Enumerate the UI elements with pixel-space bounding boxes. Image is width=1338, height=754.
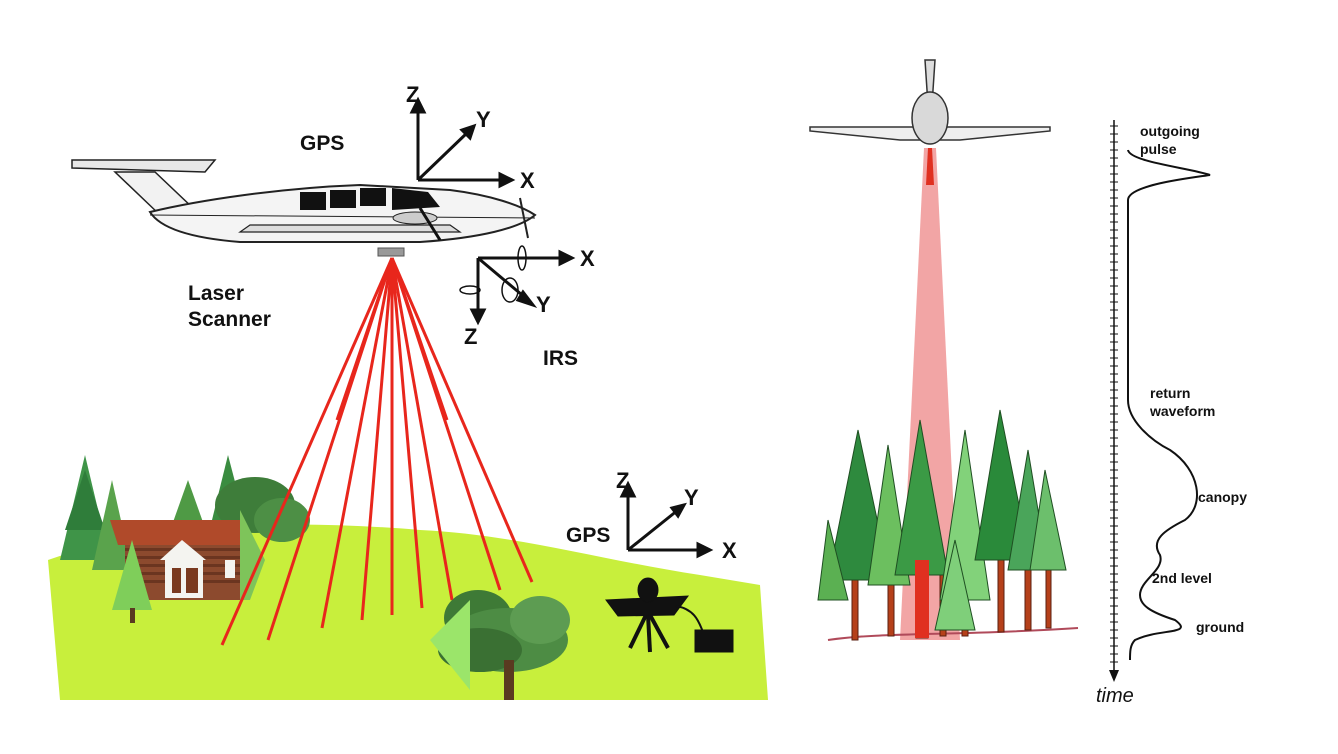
gps-aircraft-label: GPS bbox=[300, 132, 344, 155]
ground-axis-z: Z bbox=[616, 468, 629, 493]
aircraft-axis-x: X bbox=[520, 168, 535, 193]
ground-axes bbox=[619, 480, 714, 559]
outgoing-label-line1: outgoing bbox=[1140, 123, 1200, 139]
time-axis bbox=[1109, 120, 1119, 682]
ground-label: ground bbox=[1196, 619, 1244, 635]
irs-axis-y: Y bbox=[536, 292, 551, 317]
second-level-label: 2nd level bbox=[1152, 570, 1212, 586]
foreground-tree bbox=[430, 590, 570, 700]
return-label-line2: waveform bbox=[1149, 403, 1215, 419]
laser-scanner-label-line1: Laser bbox=[188, 282, 244, 305]
laser-scanner-label-line2: Scanner bbox=[188, 308, 271, 331]
irs-axes bbox=[459, 245, 576, 326]
outgoing-label-line2: pulse bbox=[1140, 141, 1177, 157]
survey-aircraft bbox=[71, 159, 537, 257]
front-tree bbox=[112, 540, 152, 610]
airborne-lidar-panel: Z Y X X Y Z GPS Laser Scanner IRS bbox=[48, 82, 768, 700]
ground-gps-station bbox=[605, 577, 734, 653]
waveform-lidar-panel: outgoing pulse return waveform canopy 2n… bbox=[809, 59, 1247, 707]
background-trees bbox=[60, 455, 310, 570]
aircraft-axis-y: Y bbox=[476, 107, 491, 132]
irs-label: IRS bbox=[543, 347, 578, 370]
ground-axis-x: X bbox=[722, 538, 737, 563]
forest bbox=[817, 409, 1079, 641]
return-label-line1: return bbox=[1150, 385, 1190, 401]
irs-axis-x: X bbox=[580, 246, 595, 271]
laser-rays bbox=[220, 257, 534, 646]
plane-top-view bbox=[809, 59, 1051, 145]
front-tree-trunk bbox=[130, 608, 135, 623]
time-axis-label: time bbox=[1096, 685, 1134, 707]
irs-axis-z: Z bbox=[464, 324, 477, 349]
gps-ground-label: GPS bbox=[566, 524, 610, 547]
canopy-label: canopy bbox=[1198, 489, 1247, 505]
return-waveform bbox=[1127, 149, 1211, 661]
laser-beam-core bbox=[926, 148, 934, 185]
aircraft-axes bbox=[409, 96, 516, 189]
ground-axis-y: Y bbox=[684, 485, 699, 510]
aircraft-axis-z: Z bbox=[406, 82, 419, 107]
